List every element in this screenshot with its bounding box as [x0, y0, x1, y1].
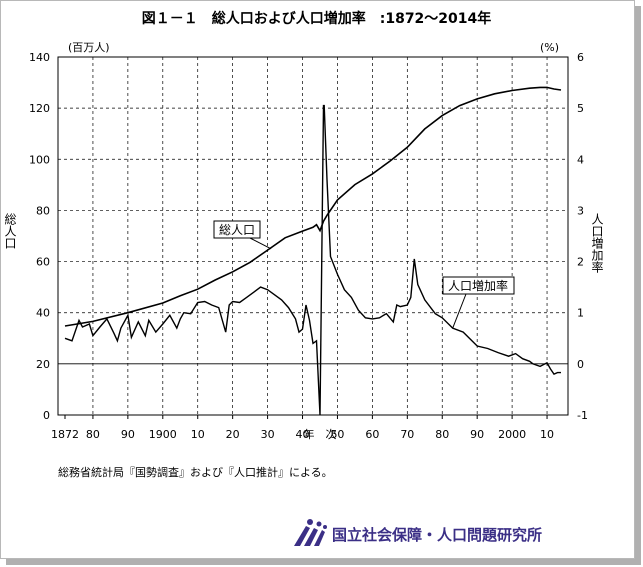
- growth-rate-label-box: [442, 276, 515, 295]
- y-right-tick-label: 5: [577, 102, 584, 115]
- left-axis-unit: (百万人): [68, 41, 110, 54]
- y-left-tick-label: 120: [29, 102, 50, 115]
- y-left-tick-label: 140: [29, 51, 50, 64]
- x-tick-label: 80: [435, 428, 449, 441]
- x-tick-label: 1900: [149, 428, 177, 441]
- right-axis-unit: (%): [540, 41, 559, 54]
- total-population-leader: [249, 237, 272, 250]
- organization-name: 国立社会保障・人口問題研究所: [332, 526, 543, 544]
- y-right-tick-label: -1: [577, 409, 588, 422]
- chart-title: 図１－１ 総人口および人口増加率 :1872～2014年: [141, 11, 492, 27]
- x-tick-label: 90: [121, 428, 135, 441]
- growth-rate-line: [64, 104, 561, 416]
- left-axis-label: 総人口: [3, 213, 17, 249]
- y-left-tick-label: 100: [29, 153, 50, 166]
- total-population-line: [64, 86, 562, 327]
- x-tick-label: 60: [365, 428, 379, 441]
- x-axis-label: 年 次: [304, 427, 337, 441]
- x-tick-label: 50: [330, 428, 344, 441]
- right-axis-label: 人口増加率: [590, 213, 604, 273]
- x-tick-label: 1872: [51, 428, 79, 441]
- ipss-logo-icon: [294, 519, 327, 546]
- total-population-label: 総人口: [219, 223, 255, 237]
- x-tick-label: 10: [191, 428, 205, 441]
- x-tick-label: 30: [261, 428, 275, 441]
- organization-logo: 国立社会保障・人口問題研究所: [292, 516, 592, 550]
- y-right-tick-label: 2: [577, 256, 584, 269]
- x-tick-label: 10: [540, 428, 554, 441]
- x-tick-label: 70: [400, 428, 414, 441]
- y-left-tick-label: 60: [36, 256, 50, 269]
- chart-frame: [0, 0, 635, 559]
- y-right-tick-label: 6: [577, 51, 584, 64]
- x-tick-label: 80: [86, 428, 100, 441]
- x-tick-label: 40: [296, 428, 310, 441]
- y-right-tick-label: 4: [577, 153, 584, 166]
- x-tick-label: 20: [226, 428, 240, 441]
- y-right-tick-label: 0: [577, 358, 584, 371]
- plot-area-border: [57, 56, 569, 416]
- y-right-tick-label: 3: [577, 204, 584, 217]
- y-left-tick-label: 80: [36, 204, 50, 217]
- x-tick-label: 90: [470, 428, 484, 441]
- growth-rate-label: 人口増加率: [448, 278, 508, 293]
- x-tick-label: 2000: [498, 428, 526, 441]
- y-left-tick-label: 0: [43, 409, 50, 422]
- growth-rate-leader: [452, 293, 467, 329]
- y-left-tick-label: 40: [36, 307, 50, 320]
- y-left-tick-label: 20: [36, 358, 50, 371]
- total-population-label-box: [213, 220, 261, 239]
- grid-lines: [58, 57, 568, 415]
- axis-ticks: 1872 80 90 1900 10 20 30 40 50 60 70 80 90 2000 100204…: [29, 51, 588, 441]
- y-right-tick-label: 1: [577, 307, 584, 320]
- series-group: [64, 86, 562, 416]
- source-note: 総務省統計局『国勢調査』および『人口推計』による。: [58, 466, 333, 479]
